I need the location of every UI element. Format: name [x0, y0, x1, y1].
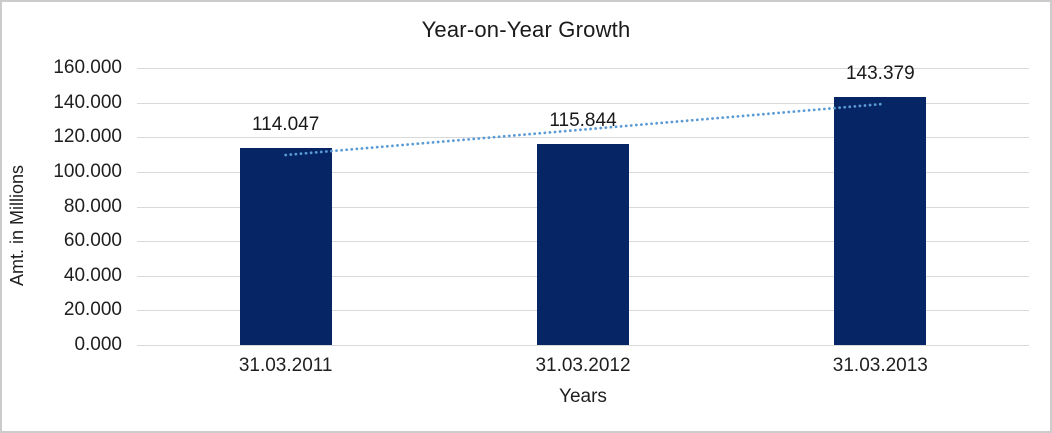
data-label: 143.379: [845, 62, 915, 84]
y-tick-label: 80.000: [63, 195, 122, 217]
x-tick-label: 31.03.2013: [832, 355, 928, 376]
y-axis-title: Amt. in Millions: [7, 164, 27, 286]
x-axis-title: Years: [559, 386, 607, 407]
bar-31.03.2012: [537, 144, 629, 345]
y-tick-label: 0.000: [74, 334, 122, 355]
y-tick-label: 60.000: [63, 230, 122, 252]
x-tick-label: 31.03.2011: [238, 355, 333, 376]
chart-title: Year-on-Year Growth: [421, 17, 631, 42]
y-tick-label: 140.000: [53, 91, 122, 113]
x-tick-label: 31.03.2012: [535, 355, 631, 376]
y-tick-label: 20.000: [63, 299, 122, 321]
gridline: [137, 345, 1029, 346]
y-tick-label: 120.000: [53, 126, 122, 148]
data-label: 115.844: [549, 110, 617, 132]
y-tick-label: 100.000: [53, 160, 122, 182]
y-tick-label: 40.000: [63, 264, 122, 286]
data-label: 114.047: [252, 113, 320, 135]
bar-31.03.2013: [834, 96, 927, 345]
y-tick-label: 160.000: [53, 57, 122, 78]
bar-31.03.2011: [239, 147, 332, 345]
gridline: [137, 68, 1029, 69]
